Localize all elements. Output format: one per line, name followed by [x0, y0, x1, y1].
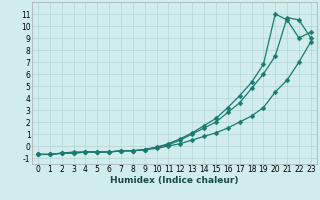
X-axis label: Humidex (Indice chaleur): Humidex (Indice chaleur) [110, 176, 239, 185]
